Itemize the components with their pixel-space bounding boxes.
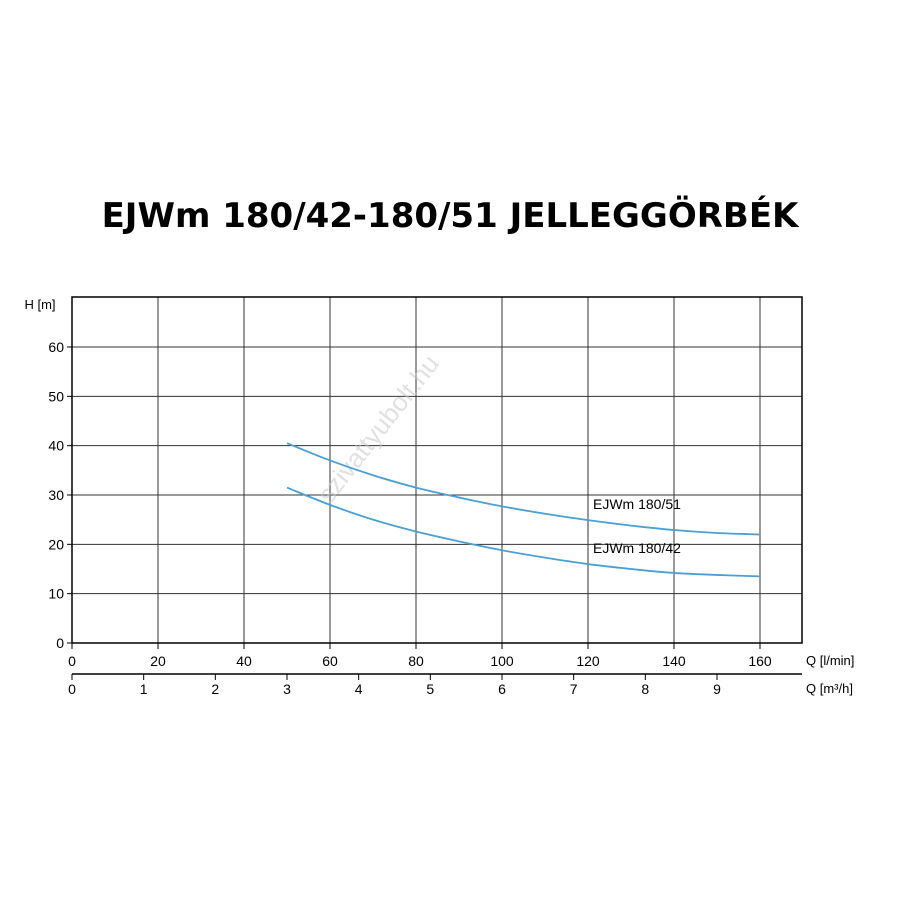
series-label: EJWm 180/42 — [593, 540, 681, 556]
chart-title: EJWm 180/42-180/51 JELLEGGÖRBÉK — [101, 196, 799, 236]
series-line-180-42 — [286, 486, 761, 578]
y-tick-label: 10 — [48, 586, 64, 602]
x2-tick-label: 6 — [498, 681, 506, 697]
x-tick-label: 160 — [748, 653, 772, 669]
y-tick-label: 50 — [48, 388, 64, 404]
y-tick-label: 40 — [48, 438, 64, 454]
curves — [286, 442, 761, 578]
x2-tick-label: 2 — [211, 681, 219, 697]
y-tick-label: 30 — [48, 487, 64, 503]
x-tick-label: 120 — [576, 653, 600, 669]
y-axis-label: H [m] — [24, 297, 55, 312]
x2-tick-label: 4 — [355, 681, 363, 697]
axes — [67, 296, 803, 680]
x2-tick-label: 7 — [570, 681, 578, 697]
grid — [72, 297, 802, 643]
x2-axis-label: Q [m³/h] — [806, 681, 853, 696]
series-line-180-51 — [286, 442, 761, 536]
x-tick-label: 0 — [68, 653, 76, 669]
series-label: EJWm 180/51 — [593, 496, 681, 512]
x2-tick-label: 1 — [140, 681, 148, 697]
y-tick-label: 60 — [48, 339, 64, 355]
y-tick-label: 0 — [56, 635, 64, 651]
y-tick-label: 20 — [48, 536, 64, 552]
x2-tick-label: 3 — [283, 681, 291, 697]
x2-tick-label: 0 — [68, 681, 76, 697]
x-tick-label: 60 — [322, 653, 338, 669]
watermark-text: szivattyubolt.hu — [311, 349, 445, 509]
x-axis-label: Q [l/min] — [806, 653, 854, 668]
plot-frame — [71, 296, 803, 644]
x-tick-label: 140 — [662, 653, 686, 669]
x-tick-label: 20 — [150, 653, 166, 669]
x-tick-label: 100 — [490, 653, 514, 669]
x-tick-label: 80 — [408, 653, 424, 669]
x2-tick-label: 8 — [641, 681, 649, 697]
x2-tick-label: 5 — [426, 681, 434, 697]
x-tick-label: 40 — [236, 653, 252, 669]
x2-tick-label: 9 — [713, 681, 721, 697]
watermark: szivattyubolt.hu — [311, 349, 445, 509]
